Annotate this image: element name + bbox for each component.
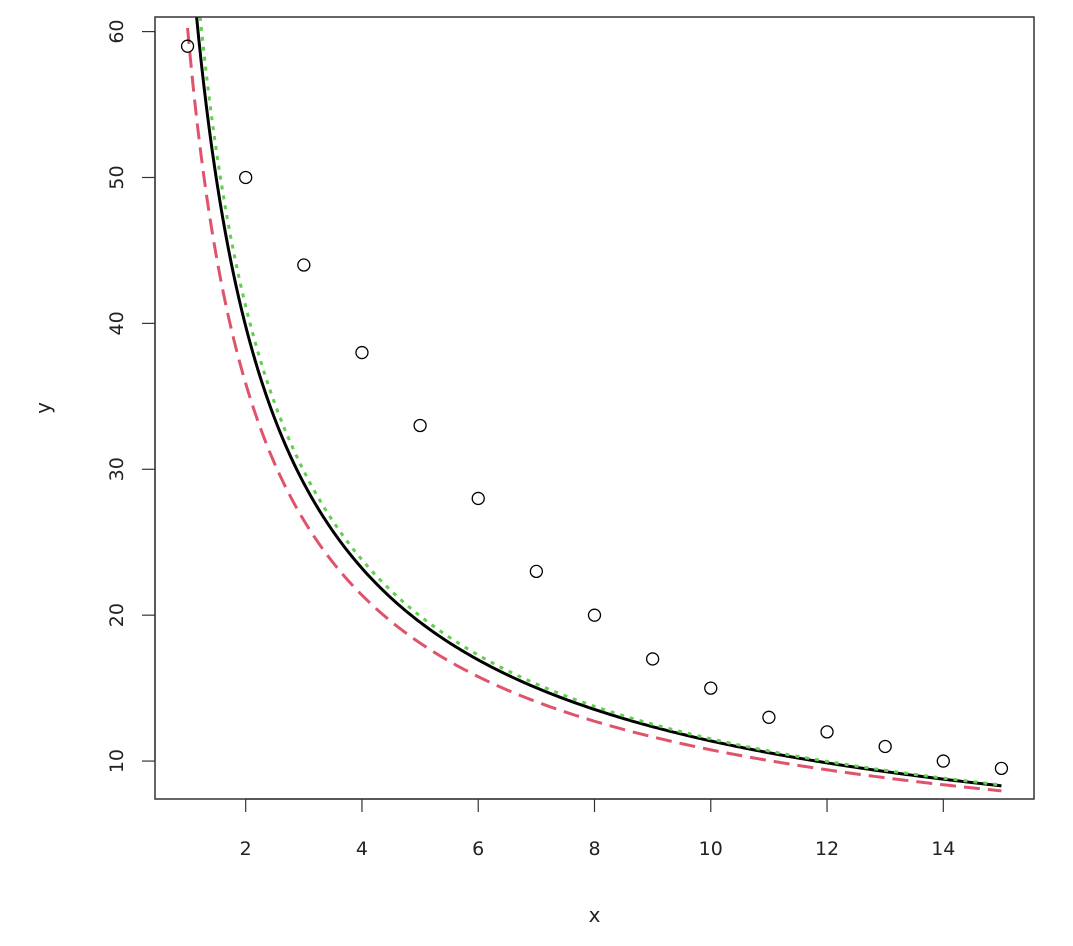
y-tick-label: 60 (106, 19, 128, 43)
y-tick-label: 30 (106, 457, 128, 481)
data-point (180, 39, 195, 53)
x-axis: 2 4 6 8 10 12 14 (240, 798, 955, 860)
data-point (471, 491, 485, 506)
data-point (587, 608, 602, 622)
y-tick-label: 50 (106, 165, 128, 189)
x-tick-label: 8 (588, 838, 600, 860)
data-points (180, 39, 1009, 776)
dotted-fit-curve (198, 17, 1002, 787)
y-tick-label: 40 (106, 311, 128, 335)
x-axis-label: x (589, 903, 601, 927)
x-tick-label: 4 (356, 838, 368, 860)
dashed-fit-curve (186, 27, 1002, 793)
data-point (762, 710, 776, 724)
fitted-curves (186, 17, 1002, 793)
data-point (297, 258, 311, 272)
solid-fit-curve (195, 17, 1002, 788)
x-tick-label: 14 (931, 838, 955, 860)
y-tick-label: 10 (106, 749, 128, 773)
data-point (413, 418, 427, 433)
y-axis-label: y (31, 402, 55, 414)
data-point (936, 754, 950, 768)
x-tick-label: 6 (472, 838, 484, 860)
data-point (239, 170, 253, 185)
y-axis: 10 20 30 40 50 60 (106, 19, 156, 773)
y-tick-label: 20 (106, 603, 128, 627)
data-point (878, 739, 892, 754)
data-point (704, 681, 718, 695)
data-point (820, 725, 834, 739)
data-point (994, 761, 1009, 776)
plot-frame (154, 16, 1035, 800)
data-point (645, 652, 660, 666)
data-point (355, 345, 369, 360)
x-tick-label: 12 (815, 838, 839, 860)
data-point (529, 564, 544, 579)
x-tick-label: 2 (240, 838, 252, 860)
x-tick-label: 10 (699, 838, 723, 860)
